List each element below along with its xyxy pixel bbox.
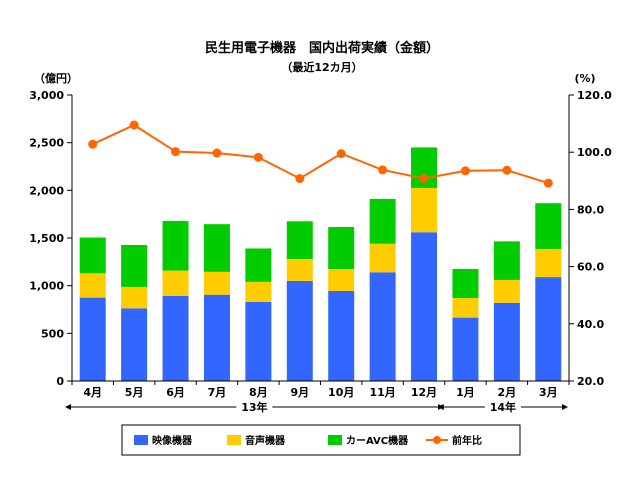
year-label-1: 13年 [241,400,267,414]
bar-3-6 [286,221,313,259]
bar-1-12 [535,277,562,381]
ratio-point-10 [460,166,470,176]
y-left-tick-label-2: 1,000 [29,280,64,293]
chart-subtitle: （最近12カ月） [281,60,362,74]
y-right-unit: (%) [574,72,595,85]
ratio-point-2 [129,120,139,130]
bar-2-5 [245,281,272,302]
ratio-point-8 [378,165,388,175]
bar-3-1 [79,237,106,274]
legend-marker-4 [433,436,441,444]
legend-box [121,424,521,456]
legend-label-4: 前年比 [452,434,482,447]
x-tick-label-8: 11月 [369,386,395,399]
x-tick-label-11: 2月 [498,386,517,399]
ratio-point-11 [502,165,512,175]
bar-1-5 [245,301,272,381]
y-left-tick-label-6: 3,000 [29,89,64,102]
ratio-point-6 [295,174,305,184]
bar-2-11 [493,279,520,303]
legend-swatch-1 [134,435,148,445]
year-label-bg-1 [236,400,273,413]
bar-1-11 [493,302,520,381]
y-left-tick-label-5: 2,500 [29,137,64,150]
bar-2-9 [411,187,438,233]
bar-2-10 [452,298,479,318]
year-label-2: 14年 [490,400,516,414]
bar-1-6 [286,280,313,381]
y-left-unit: （億円） [34,71,78,85]
bar-1-4 [203,294,230,381]
y-right-tick-label-1: 40.0 [577,318,604,331]
y-left-tick-label-1: 500 [41,327,64,340]
ratio-point-7 [336,149,346,159]
legend: 映像機器 音声機器 カーAVC機器 前年比 [121,424,521,456]
legend-label-1: 映像機器 [152,434,193,447]
bar-3-12 [535,203,562,249]
ratio-point-9 [419,174,429,184]
ratio-point-4 [212,148,222,158]
legend-label-2: 音声機器 [245,434,286,447]
legend-label-3: カーAVC機器 [346,434,409,447]
plot-area: 0 500 1,000 1,500 2,000 2,500 3,000 20.0 40.0 60.… [29,89,612,414]
bar-3-7 [328,227,355,269]
x-tick-label-3: 6月 [166,386,185,399]
bar-1-2 [121,308,148,381]
y-right-tick-label-0: 20.0 [577,375,604,388]
y-left-tick-label-4: 2,000 [29,184,64,197]
bar-3-8 [369,198,396,244]
bar-1-1 [79,297,106,381]
ratio-point-3 [171,147,181,157]
bar-2-6 [286,258,313,281]
bar-3-10 [452,268,479,299]
y-right-tick-label-2: 60.0 [577,261,604,274]
bar-1-10 [452,317,479,381]
legend-swatch-3 [328,435,342,445]
year-label-bg-2 [484,400,521,413]
x-tick-label-1: 4月 [83,386,102,399]
bar-3-2 [121,244,148,287]
y-right-tick-label-3: 80.0 [577,203,604,216]
bar-3-11 [493,241,520,280]
bar-3-5 [245,248,272,282]
bar-2-1 [79,273,106,298]
bar-1-8 [369,272,396,381]
bar-2-7 [328,268,355,291]
bar-1-9 [411,232,438,381]
x-tick-label-10: 1月 [456,386,475,399]
ratio-point-12 [543,178,553,188]
x-tick-label-12: 3月 [539,386,558,399]
bar-2-8 [369,243,396,273]
bar-2-12 [535,248,562,278]
ratio-point-1 [88,139,98,149]
bar-1-3 [162,295,189,381]
x-tick-label-5: 8月 [249,386,268,399]
ratio-point-5 [253,152,263,162]
x-tick-label-6: 9月 [290,386,309,399]
ratio-line [92,123,549,185]
y-right-tick-label-5: 120.0 [577,89,612,102]
y-left-tick-label-0: 0 [56,375,64,388]
bar-3-4 [203,224,230,272]
x-tick-label-2: 5月 [125,386,144,399]
bar-2-3 [162,270,189,296]
bar-2-2 [121,286,148,309]
chart-title: 民生用電子機器 国内出荷実績（金額） [205,40,439,56]
bar-1-7 [328,290,355,381]
x-tick-label-7: 10月 [328,386,354,399]
x-tick-label-9: 12月 [411,386,437,399]
y-left-tick-label-3: 1,500 [29,232,64,245]
bar-3-3 [162,221,189,271]
x-tick-label-4: 7月 [208,386,227,399]
y-right-tick-label-4: 100.0 [577,146,612,159]
bar-2-4 [203,271,230,295]
legend-swatch-2 [227,435,241,445]
